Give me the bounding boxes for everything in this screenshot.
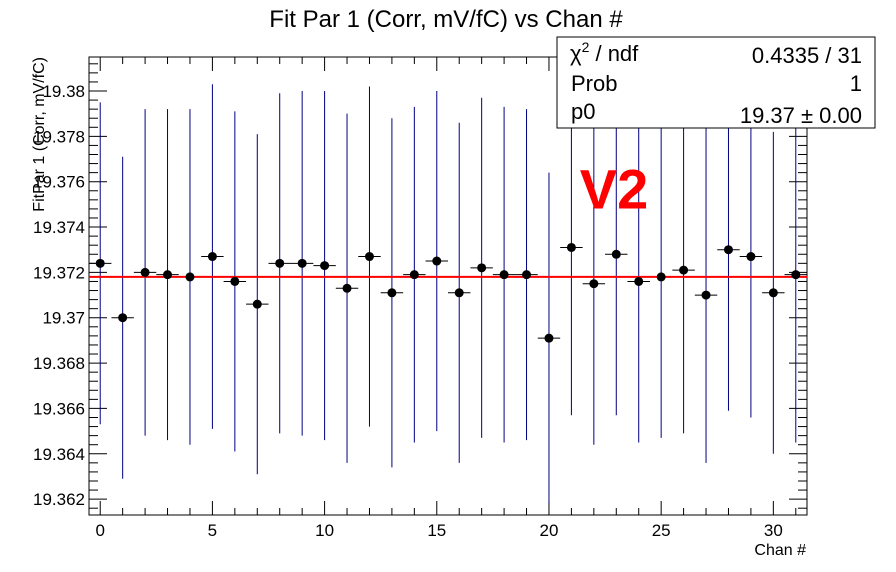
y-tick-label: 19.38: [42, 82, 85, 101]
data-point: [207, 252, 217, 262]
data-point: [140, 267, 150, 277]
data-point: [746, 252, 756, 262]
data-point: [679, 265, 689, 275]
y-tick-label: 19.366: [33, 399, 85, 418]
x-axis-title: Chan #: [754, 542, 806, 559]
x-tick-label: 25: [652, 521, 671, 540]
data-point: [791, 270, 801, 280]
y-tick-label: 19.372: [33, 263, 85, 282]
stats-chi2-label: χ2 / ndf: [570, 39, 639, 66]
data-point: [499, 270, 509, 280]
data-point: [768, 288, 778, 298]
stats-prob-value: 1: [850, 71, 862, 96]
x-tick-label: 5: [208, 521, 217, 540]
data-point: [118, 313, 128, 323]
data-point: [611, 249, 621, 259]
data-point: [477, 263, 487, 273]
x-axis-ticks: [99, 57, 797, 515]
stats-box-frame: [556, 36, 876, 129]
data-point: [589, 279, 599, 289]
data-point: [275, 258, 285, 268]
stats-p0-value: 19.37 ± 0.00: [740, 103, 862, 128]
data-points: [95, 242, 801, 343]
y-axis-tick-labels: 19.362 19.364 19.366 19.368 19.37 19.372 19.37…: [33, 82, 85, 509]
stats-chi2-value: 0.4335 / 31: [752, 43, 862, 68]
data-point: [252, 299, 262, 309]
stats-box: χ2 / ndf 0.4335 / 31 Prob 1 p0 19.37 ± 0…: [556, 36, 876, 129]
annotation-v2: V2: [580, 158, 649, 221]
data-point: [387, 288, 397, 298]
data-point: [320, 261, 330, 271]
stats-chi-symbol: χ: [570, 41, 582, 66]
stats-p0-label: p0: [571, 99, 595, 124]
data-point: [163, 270, 173, 280]
data-point: [544, 333, 554, 343]
data-point: [409, 270, 419, 280]
data-point: [701, 290, 711, 300]
y-axis-ticks: [89, 63, 807, 509]
y-tick-label: 19.376: [33, 173, 85, 192]
data-point: [566, 242, 576, 252]
y-axis-title: FitPar 1 (Corr, mV/fC): [31, 57, 48, 212]
chart-title: Fit Par 1 (Corr, mV/fC) vs Chan #: [269, 6, 623, 33]
x-axis-tick-labels: 0 5 10 15 20 25 30: [95, 521, 782, 540]
data-point: [634, 276, 644, 286]
y-tick-label: 19.378: [33, 127, 85, 146]
data-point: [230, 276, 240, 286]
x-tick-label: 20: [540, 521, 559, 540]
x-tick-label: 10: [315, 521, 334, 540]
stats-chi-ndf: / ndf: [589, 41, 639, 66]
stats-prob-label: Prob: [571, 71, 617, 96]
x-tick-label: 0: [95, 521, 104, 540]
data-point: [723, 245, 733, 255]
data-point: [185, 272, 195, 282]
x-tick-label: 15: [427, 521, 446, 540]
data-point: [522, 270, 532, 280]
y-tick-label: 19.368: [33, 354, 85, 373]
y-tick-label: 19.362: [33, 490, 85, 509]
data-point: [364, 252, 374, 262]
x-tick-label: 30: [764, 521, 783, 540]
y-tick-label: 19.37: [42, 309, 85, 328]
y-tick-label: 19.364: [33, 445, 85, 464]
y-tick-label: 19.374: [33, 218, 85, 237]
plot-frame: [88, 56, 808, 516]
data-point: [656, 272, 666, 282]
data-point: [95, 258, 105, 268]
stats-chi-superscript: 2: [582, 39, 590, 55]
data-point: [432, 256, 442, 266]
data-point: [297, 258, 307, 268]
data-point: [454, 288, 464, 298]
data-point: [342, 283, 352, 293]
